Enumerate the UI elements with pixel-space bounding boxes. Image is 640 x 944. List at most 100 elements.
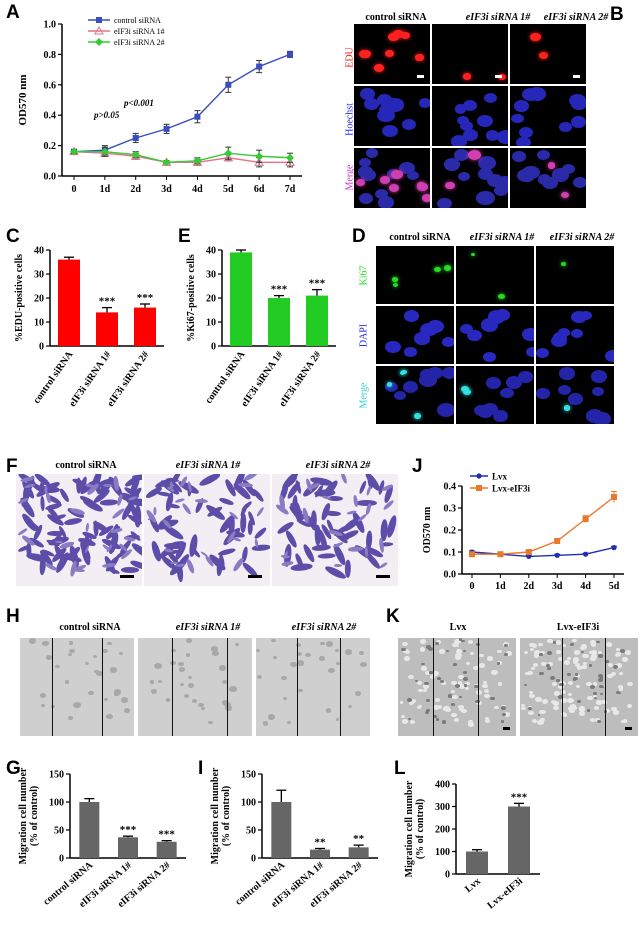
cell-nucleus (532, 718, 538, 723)
cell-nucleus (528, 690, 534, 695)
cell-nucleus (583, 662, 588, 666)
cell-nucleus (593, 682, 598, 686)
h-col-header-si1: eIF3i siRNA 1# (175, 622, 241, 633)
c-ytick-label: 20 (34, 294, 44, 305)
cell-nucleus (511, 151, 526, 162)
b-image-r3-c1 (354, 148, 430, 208)
panel-label-b: B (610, 4, 624, 25)
j-point (497, 551, 504, 558)
cell-nucleus (615, 647, 621, 652)
cell-nucleus (596, 640, 600, 644)
l-ytick-label: 0 (445, 870, 450, 881)
d-col-header-si2: eIF3i siRNA 2# (549, 232, 615, 243)
cell-nucleus (416, 705, 422, 709)
cell-nucleus (536, 388, 550, 399)
e-ytick-label: 20 (206, 294, 216, 305)
a-annotation-ns: p>0.05 (93, 110, 120, 120)
cell-nucleus (373, 64, 384, 72)
cell-nucleus (501, 712, 506, 717)
cell-nucleus (319, 656, 326, 661)
k-image-r1-c2 (520, 638, 638, 736)
a-legend-marker (94, 25, 104, 35)
cell-nucleus (503, 712, 510, 717)
scratch-line (172, 638, 174, 736)
g-ytick-label: 100 (49, 798, 64, 809)
cell-nucleus (494, 308, 511, 321)
b-col-header-si2: eIF3i siRNA 2# (543, 12, 609, 23)
a-legend-label: control siRNA (114, 16, 161, 25)
cell-nucleus (464, 687, 469, 691)
cell-nucleus (423, 689, 428, 693)
a-xtick-label: 2d (130, 184, 141, 195)
cell-nucleus (476, 114, 494, 128)
cell-nucleus (211, 650, 219, 657)
cell-nucleus (467, 330, 482, 342)
cell-nucleus (438, 649, 445, 654)
d-image-r1-c3 (536, 246, 614, 304)
cell-nucleus (454, 638, 461, 644)
cell-nucleus (574, 672, 578, 676)
l-ytick-label: 200 (435, 825, 450, 836)
cell-nucleus (448, 694, 453, 698)
g-sig-label: *** (158, 829, 175, 841)
cell-nucleus (356, 499, 378, 507)
cell-nucleus (421, 662, 425, 666)
cell-nucleus (470, 651, 475, 655)
d-image-r2-c3 (536, 306, 614, 364)
cell-nucleus (468, 719, 474, 724)
cell-nucleus (415, 54, 424, 61)
cell-nucleus (547, 667, 551, 670)
cell-nucleus (183, 694, 189, 699)
cell-nucleus (486, 173, 504, 187)
cell-nucleus (388, 184, 399, 192)
cell-nucleus (388, 33, 399, 42)
cell-nucleus (443, 705, 450, 711)
cell-nucleus (339, 474, 348, 485)
cell-nucleus (218, 496, 235, 506)
cell-nucleus (99, 499, 119, 507)
cell-nucleus (440, 680, 445, 684)
j-series-line-0 (471, 546, 615, 558)
cell-nucleus (428, 647, 434, 652)
e-bar (230, 252, 252, 346)
scratch-line (604, 638, 606, 736)
l-ytick-label: 300 (435, 802, 450, 813)
cell-nucleus (109, 667, 117, 673)
cell-nucleus (418, 688, 423, 693)
cell-nucleus (572, 706, 578, 711)
cell-nucleus (511, 113, 524, 124)
cell-nucleus (463, 388, 472, 395)
cell-nucleus (360, 168, 376, 181)
e-ylabel: %Ki67-positive cells (186, 254, 197, 342)
cell-nucleus (462, 670, 467, 674)
cell-nucleus (323, 564, 348, 582)
a-series-line-0 (73, 53, 291, 153)
a-ytick-label: 0.0 (44, 172, 57, 183)
cell-nucleus (478, 155, 497, 170)
g-bar (79, 802, 100, 858)
cell-nucleus (282, 697, 287, 701)
cell-nucleus (311, 543, 331, 552)
c-sig-label: *** (99, 296, 116, 308)
a-point (287, 51, 293, 58)
cell-nucleus (392, 282, 398, 287)
a-point (194, 113, 201, 120)
cell-nucleus (450, 690, 456, 694)
a-legend-label: eIF3i siRNA 2# (114, 38, 165, 47)
cell-nucleus (589, 717, 596, 722)
l-ytick-label: 100 (435, 847, 450, 858)
cell-nucleus (462, 129, 478, 141)
a-point (225, 81, 232, 88)
cell-nucleus (625, 650, 632, 655)
cell-nucleus (436, 705, 442, 710)
cell-nucleus (413, 413, 422, 419)
cell-nucleus (345, 560, 352, 579)
cell-nucleus (541, 176, 559, 190)
cell-nucleus (526, 346, 534, 358)
g-sig-label: *** (120, 824, 137, 836)
cell-nucleus (547, 651, 553, 655)
cell-nucleus (420, 639, 427, 644)
j-point (582, 516, 589, 522)
cell-nucleus (586, 709, 591, 712)
cell-nucleus (185, 653, 190, 657)
